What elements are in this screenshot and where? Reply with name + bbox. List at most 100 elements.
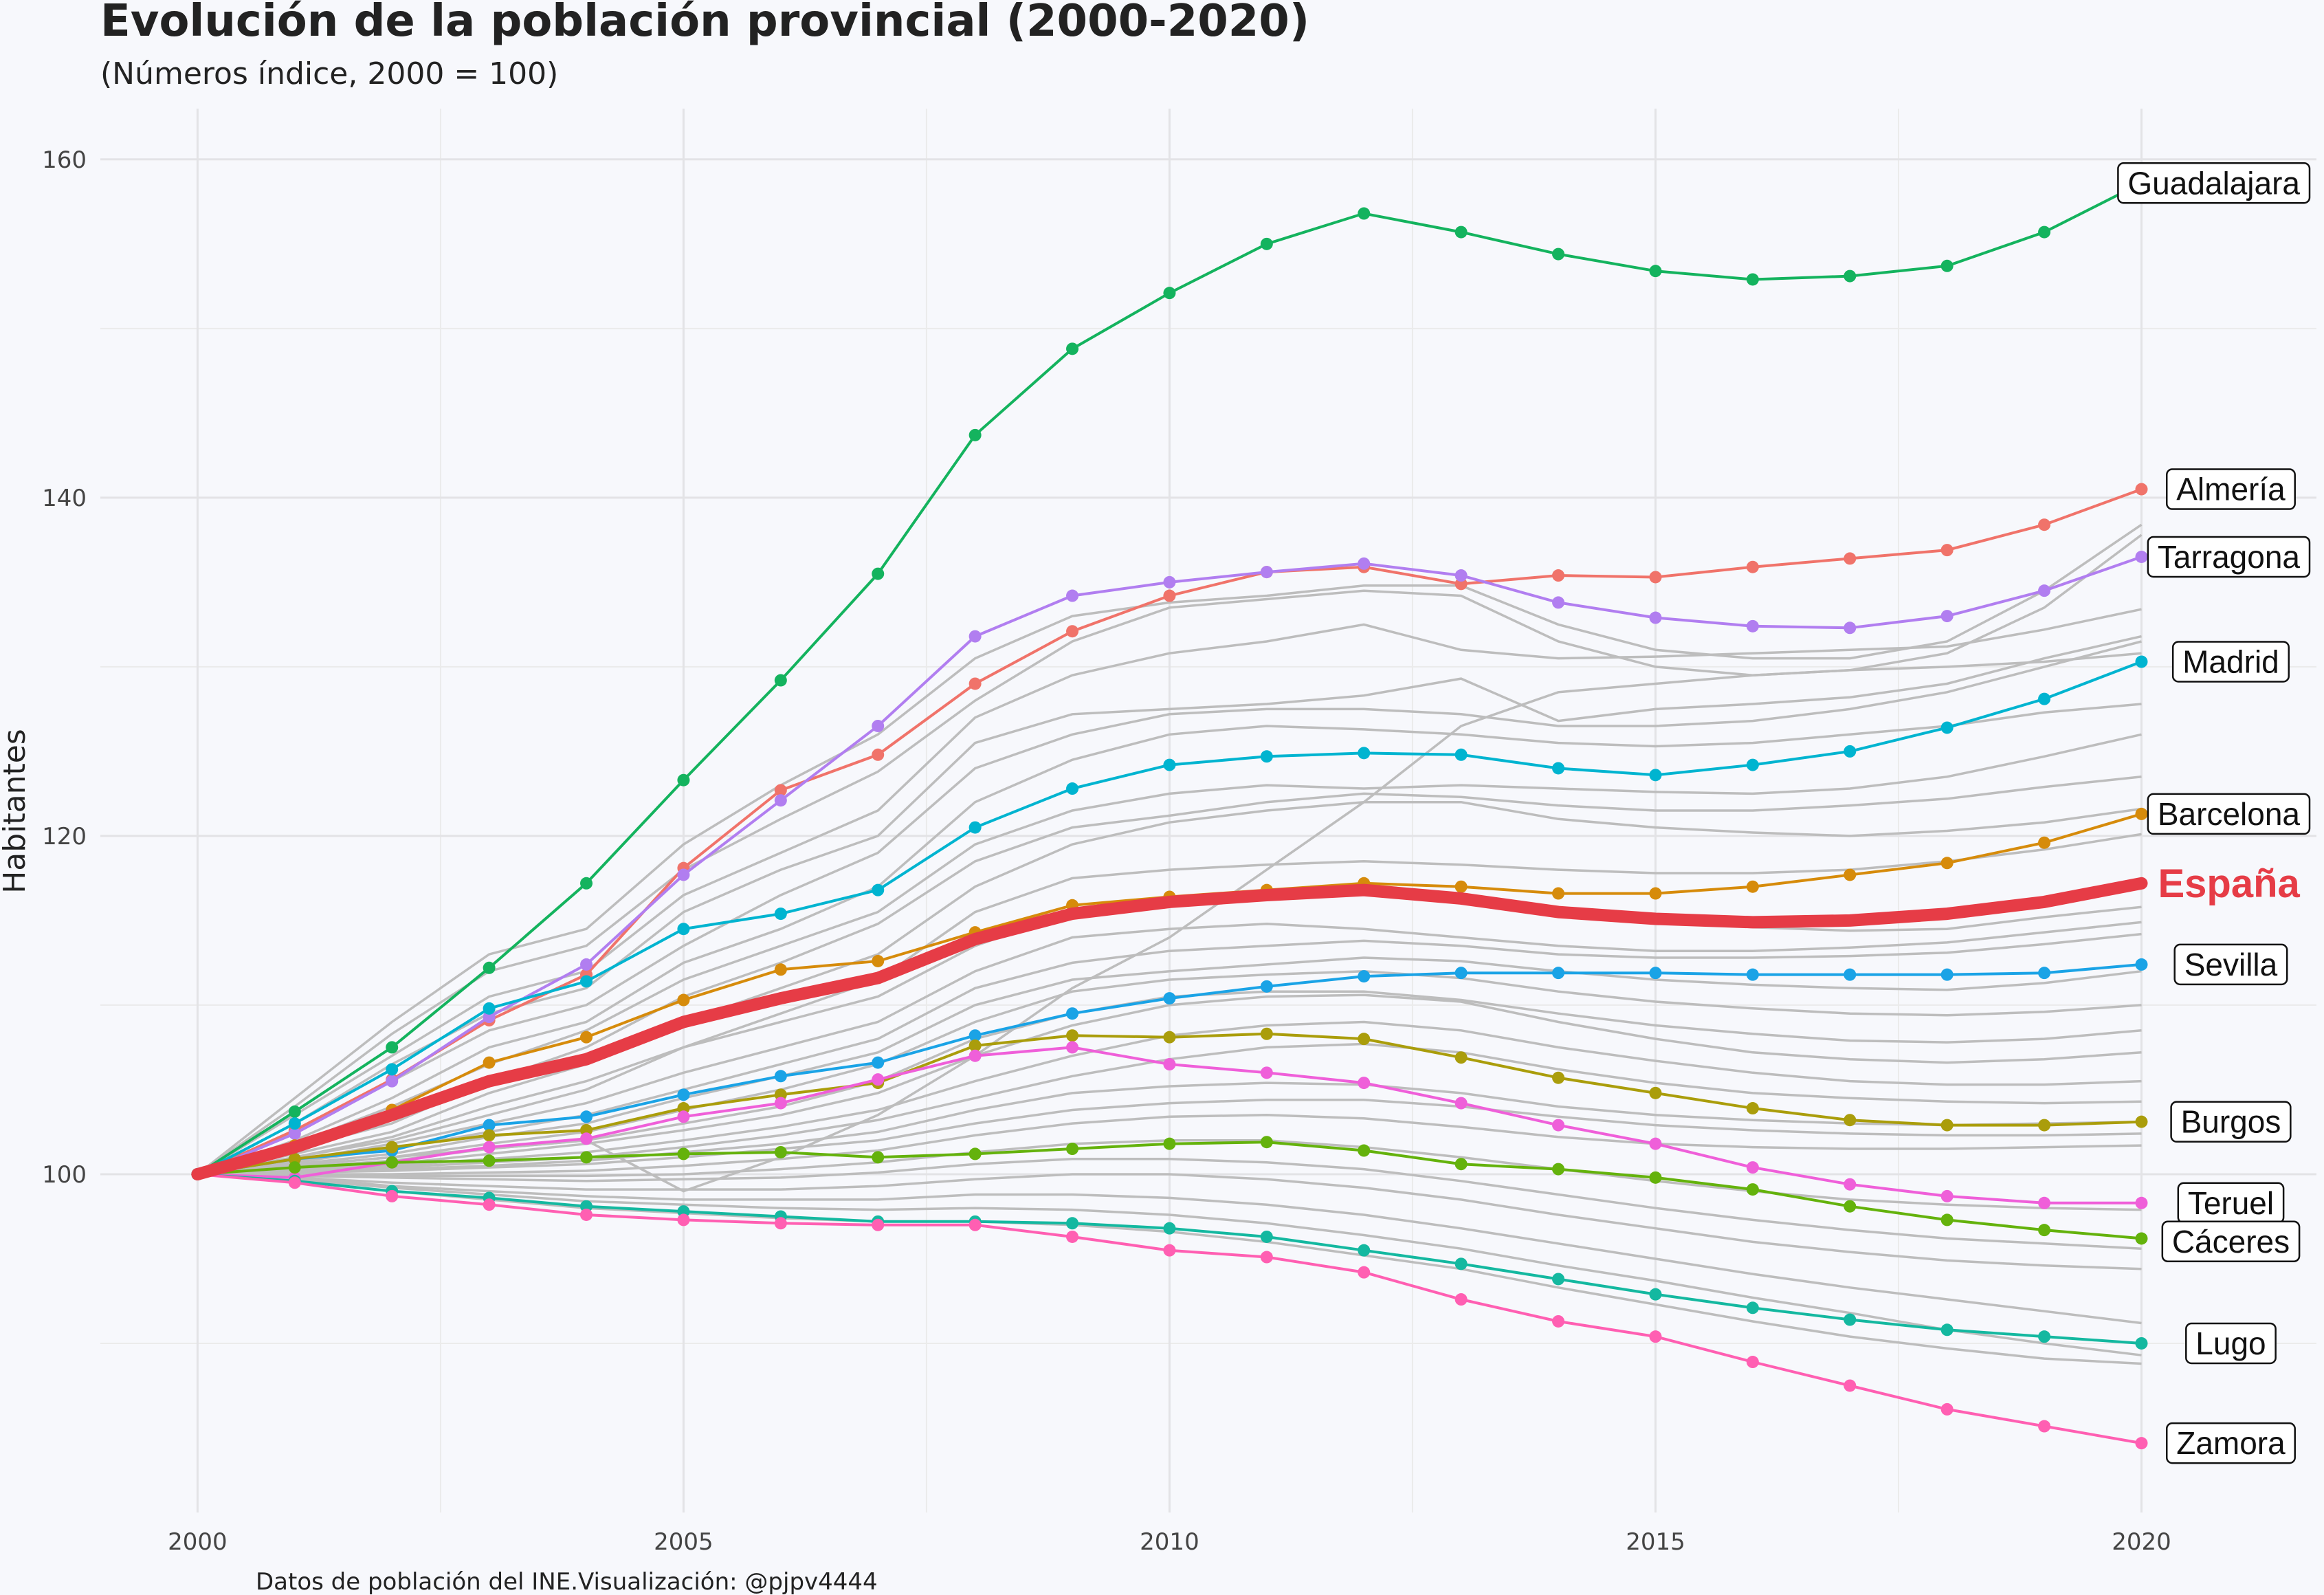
series-point [483, 1141, 496, 1154]
series-point [1940, 857, 1954, 870]
series-point [969, 1147, 982, 1160]
series-point [774, 794, 787, 807]
series-group [191, 1136, 2148, 1245]
series-point [1940, 1323, 1954, 1336]
series-point [1844, 1178, 1857, 1191]
series-point [386, 1063, 399, 1076]
series-point [1746, 968, 1759, 981]
series-point [1552, 1071, 1565, 1084]
y-tick-label: 120 [42, 823, 87, 850]
series-point [1940, 1189, 1954, 1202]
series-point [677, 1102, 690, 1115]
series-point [1746, 1183, 1759, 1196]
series-point [2038, 967, 2051, 980]
series-point [1552, 1119, 1565, 1132]
background-series-line [197, 1098, 2142, 1176]
series-point [677, 773, 690, 786]
series-point [1260, 750, 1273, 763]
series-point [1163, 1137, 1176, 1150]
series-label: Zamora [2165, 1422, 2296, 1464]
series-label: Tarragona [2147, 536, 2311, 578]
series-point [774, 1145, 787, 1158]
series-point [1746, 560, 1759, 573]
series-point [483, 1198, 496, 1211]
series-point [1066, 1143, 1079, 1156]
series-point [1066, 1217, 1079, 1230]
series-point [1649, 1137, 1662, 1150]
series-point [1746, 1301, 1759, 1314]
x-tick-label: 2005 [654, 1528, 713, 1556]
background-series-line [197, 703, 2142, 1176]
series-point [2135, 1232, 2148, 1245]
series-point [2038, 836, 2051, 849]
background-series-line [197, 1158, 2142, 1250]
series-point [386, 1189, 399, 1202]
y-tick-label: 160 [42, 146, 87, 174]
series-point [1552, 1163, 1565, 1176]
series-label: Guadalajara [2117, 162, 2311, 204]
series-point [386, 1156, 399, 1169]
series-point [288, 1117, 301, 1130]
series-label-text: Madrid [2182, 644, 2279, 679]
series-point [288, 1152, 301, 1165]
series-point [677, 1110, 690, 1123]
x-tick-label: 2010 [1140, 1528, 1199, 1556]
series-point [483, 1129, 496, 1142]
series-point [1746, 273, 1759, 286]
series-point [1066, 1007, 1079, 1020]
series-point [1358, 1077, 1371, 1090]
series-point [1940, 1213, 1954, 1226]
series-point [969, 1039, 982, 1052]
series-label: Madrid [2171, 641, 2290, 683]
background-series-line [197, 833, 2142, 1176]
series-label-text: Cáceres [2172, 1224, 2290, 1260]
series-point [872, 567, 885, 580]
series-point [580, 1132, 593, 1145]
series-label-text: Barcelona [2158, 796, 2301, 832]
espana-label: España [2158, 861, 2300, 906]
series-point [1358, 1244, 1371, 1257]
series-point [1844, 1379, 1857, 1392]
series-label: Burgos [2170, 1101, 2292, 1143]
background-series-line [197, 523, 2143, 1176]
series-point [2038, 1196, 2051, 1209]
series-point [1066, 589, 1079, 602]
series-point [872, 1073, 885, 1086]
series-point [1454, 1257, 1468, 1270]
series-point [1454, 967, 1468, 980]
series-point [1454, 569, 1468, 582]
series-point [1454, 1293, 1468, 1306]
background-series-line [197, 640, 2142, 1176]
series-point [1163, 758, 1176, 771]
series-point [2135, 1336, 2148, 1350]
series-point [1940, 968, 1954, 981]
series-point [2135, 550, 2148, 563]
series-point [1358, 207, 1371, 220]
series-point [2135, 1196, 2148, 1209]
series-point [1649, 1330, 1662, 1343]
series-point [1163, 575, 1176, 588]
series-point [1260, 1230, 1273, 1243]
series-point [1746, 1102, 1759, 1115]
espana-line [191, 877, 2148, 1180]
series-point [1066, 782, 1079, 795]
y-tick-label: 140 [42, 485, 87, 512]
series-point [1844, 622, 1857, 635]
series-point [872, 748, 885, 761]
series-point [677, 993, 690, 1006]
series-point [288, 1161, 301, 1174]
series-point [1066, 1041, 1079, 1054]
series-point [1454, 1051, 1468, 1064]
series-label: Almería [2165, 468, 2296, 510]
series-point [1163, 589, 1176, 602]
series-point [969, 428, 982, 441]
background-series-line [197, 993, 2142, 1176]
series-point [1649, 887, 1662, 900]
series-point [1940, 610, 1954, 623]
background-series-line [197, 800, 2142, 1176]
series-label-box [2147, 536, 2311, 578]
series-label-text: Lugo [2195, 1326, 2266, 1361]
series-label-text: Zamora [2176, 1425, 2286, 1461]
series-label-text: Burgos [2181, 1104, 2281, 1140]
series-point [677, 868, 690, 881]
